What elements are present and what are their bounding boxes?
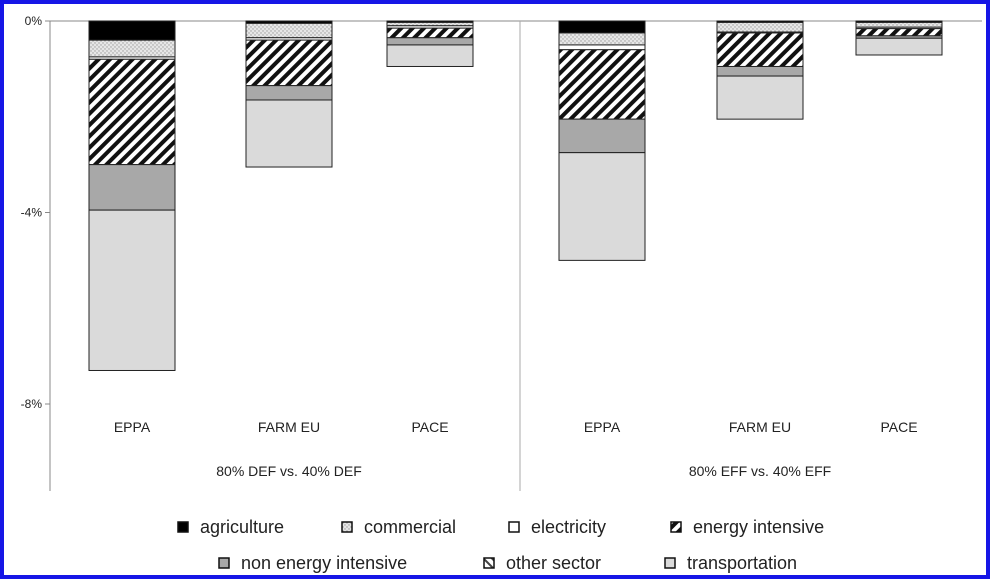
bar-segment-energy-intensive [716,32,804,67]
bar-segment-energy-intensive [245,39,333,87]
bar-stack-pace [855,20,943,56]
bar-segment-non-energy-intensive [88,164,176,211]
legend-item-energy-intensive: energy intensive [670,517,824,537]
category-label: EPPA [584,419,621,435]
bar-segment-agriculture [88,20,176,41]
bar-segment-non-energy-intensive [716,65,804,77]
bar-segment-energy-intensive [88,58,176,166]
category-label: PACE [411,419,448,435]
bar-segment-non-energy-intensive [245,85,333,101]
legend-label: transportation [687,553,797,573]
legend-item-transportation: transportation [664,553,797,573]
bar-segment-transportation [855,37,943,56]
legend-swatch-other-sector [483,557,495,569]
category-label: EPPA [114,419,151,435]
category-label: PACE [880,419,917,435]
group-label: 80% DEF vs. 40% DEF [216,463,362,479]
bar-segment-electricity [558,44,646,51]
bar-segment-non-energy-intensive [558,118,646,154]
legend-swatch-electricity [508,521,520,533]
bar-segment-energy-intensive [855,28,943,37]
bar-segment-commercial [855,21,943,28]
bar-stack-pace [386,20,474,67]
group-label: 80% EFF vs. 40% EFF [689,463,831,479]
legend-label: other sector [506,553,601,573]
legend-label: commercial [364,517,456,537]
bar-segment-commercial [558,32,646,46]
y-tick-label: -8% [21,397,43,411]
y-tick-label: -4% [21,206,43,220]
bar-segment-transportation [716,75,804,120]
legend-item-electricity: electricity [508,517,606,537]
y-tick-label: 0% [25,14,43,28]
bar-segment-non-energy-intensive [386,37,474,46]
legend-item-commercial: commercial [341,517,456,537]
legend-swatch-non-energy-intensive [218,557,230,569]
legend-label: energy intensive [693,517,824,537]
bar-segment-energy-intensive [558,49,646,120]
bar-segment-agriculture [558,20,646,34]
stacked-bar-chart: 0% -4% -8% EPPA FARM EU PACE EPPA FARM EU PACE 8… [21,14,982,573]
bar-segment-energy-intensive [386,27,474,39]
bar-segment-transportation [245,99,333,168]
legend-swatch-energy-intensive [670,521,682,533]
bar-stack-eppa [88,20,176,371]
bar-stack-farm-eu [245,20,333,168]
bar-segment-commercial [245,22,333,39]
legend-swatch-commercial [341,521,353,533]
bar-stack-eppa [558,20,646,261]
legend-label: non energy intensive [241,553,407,573]
bar-segment-commercial [88,39,176,58]
bar-segment-transportation [386,44,474,67]
legend-item-non-energy-intensive: non energy intensive [218,553,407,573]
category-label: FARM EU [258,419,320,435]
category-label: FARM EU [729,419,791,435]
legend-item-other-sector: other sector [483,553,601,573]
bar-segment-transportation [558,152,646,261]
bar-segment-commercial [386,21,474,27]
bar-segment-commercial [716,21,804,33]
bar-stack-farm-eu [716,20,804,120]
legend-label: electricity [531,517,606,537]
bar-segment-transportation [88,209,176,371]
legend-swatch-transportation [664,557,676,569]
legend-item-agriculture: agriculture [177,517,284,537]
legend-label: agriculture [200,517,284,537]
legend-swatch-agriculture [177,521,189,533]
